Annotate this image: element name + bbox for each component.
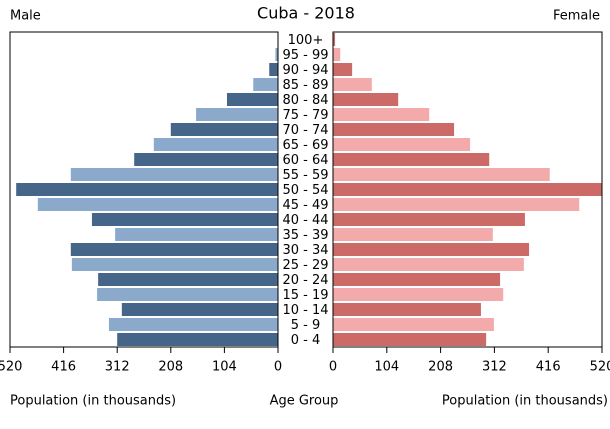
age-label: 70 - 74 [282, 123, 328, 138]
x-tick-label: 208 [158, 360, 183, 375]
right-series-label: Female [553, 9, 600, 24]
bar [333, 108, 430, 121]
bar [115, 228, 278, 241]
bar [70, 243, 278, 256]
bar [333, 198, 580, 211]
x-tick-label: 312 [105, 360, 130, 375]
x-tick-label: 416 [536, 360, 561, 375]
chart-title: Cuba - 2018 [257, 4, 355, 23]
x-tick-label: 520 [0, 360, 22, 375]
bar [333, 138, 471, 151]
bar [37, 198, 279, 211]
left-series-label: Male [10, 9, 41, 24]
x-tick-label: 0 [329, 360, 337, 375]
bar [98, 273, 278, 286]
bar [333, 183, 602, 196]
center-axis-label: Age Group [270, 394, 339, 409]
age-label: 30 - 34 [282, 243, 328, 258]
bar [253, 78, 278, 91]
bar [333, 273, 501, 286]
bar [333, 333, 487, 346]
bar [117, 333, 278, 346]
age-label: 80 - 84 [282, 93, 328, 108]
bar [333, 48, 341, 61]
bar [269, 63, 278, 76]
age-label: 100+ [288, 33, 324, 48]
age-label: 20 - 24 [282, 273, 328, 288]
bar [333, 33, 336, 46]
age-label: 25 - 29 [282, 258, 328, 273]
age-label: 65 - 69 [282, 138, 328, 153]
age-label: 0 - 4 [291, 333, 321, 348]
bar [333, 123, 455, 136]
age-label: 10 - 14 [282, 303, 328, 318]
age-label: 55 - 59 [282, 168, 328, 183]
x-tick-label: 520 [590, 360, 610, 375]
bar [333, 288, 504, 301]
age-label: 75 - 79 [282, 108, 328, 123]
age-label: 60 - 64 [282, 153, 328, 168]
bar [196, 108, 278, 121]
age-label: 45 - 49 [282, 198, 328, 213]
x-tick-label: 104 [374, 360, 399, 375]
age-label: 35 - 39 [282, 228, 328, 243]
x-axis-label: Population (in thousands) [10, 394, 176, 409]
bar [134, 153, 278, 166]
age-label: 85 - 89 [282, 78, 328, 93]
bar [333, 258, 524, 271]
bar [153, 138, 278, 151]
bar [333, 213, 525, 226]
x-tick-label: 0 [274, 360, 282, 375]
bar [333, 63, 353, 76]
age-label: 40 - 44 [282, 213, 328, 228]
age-label: 5 - 9 [291, 318, 321, 333]
x-tick-label: 104 [212, 360, 237, 375]
bar [108, 318, 278, 331]
bar [333, 168, 550, 181]
bar [121, 303, 278, 316]
age-label: 15 - 19 [282, 288, 328, 303]
plot-frame [9, 31, 279, 348]
bar [333, 93, 399, 106]
age-label: 95 - 99 [282, 48, 328, 63]
bar [333, 243, 530, 256]
bar [333, 303, 481, 316]
x-tick-label: 208 [428, 360, 453, 375]
bar [91, 213, 278, 226]
plot-frame [332, 31, 603, 348]
bar [226, 93, 278, 106]
bar [170, 123, 278, 136]
x-tick-label: 312 [482, 360, 507, 375]
x-axis-label: Population (in thousands) [442, 394, 608, 409]
bar [16, 183, 278, 196]
bar [70, 168, 278, 181]
bar [333, 153, 490, 166]
bar [71, 258, 278, 271]
age-label: 50 - 54 [282, 183, 328, 198]
x-tick-label: 416 [51, 360, 76, 375]
bar [275, 48, 278, 61]
bar [333, 318, 494, 331]
age-label: 90 - 94 [282, 63, 328, 78]
bar [333, 78, 372, 91]
bar [333, 228, 493, 241]
bar [97, 288, 278, 301]
